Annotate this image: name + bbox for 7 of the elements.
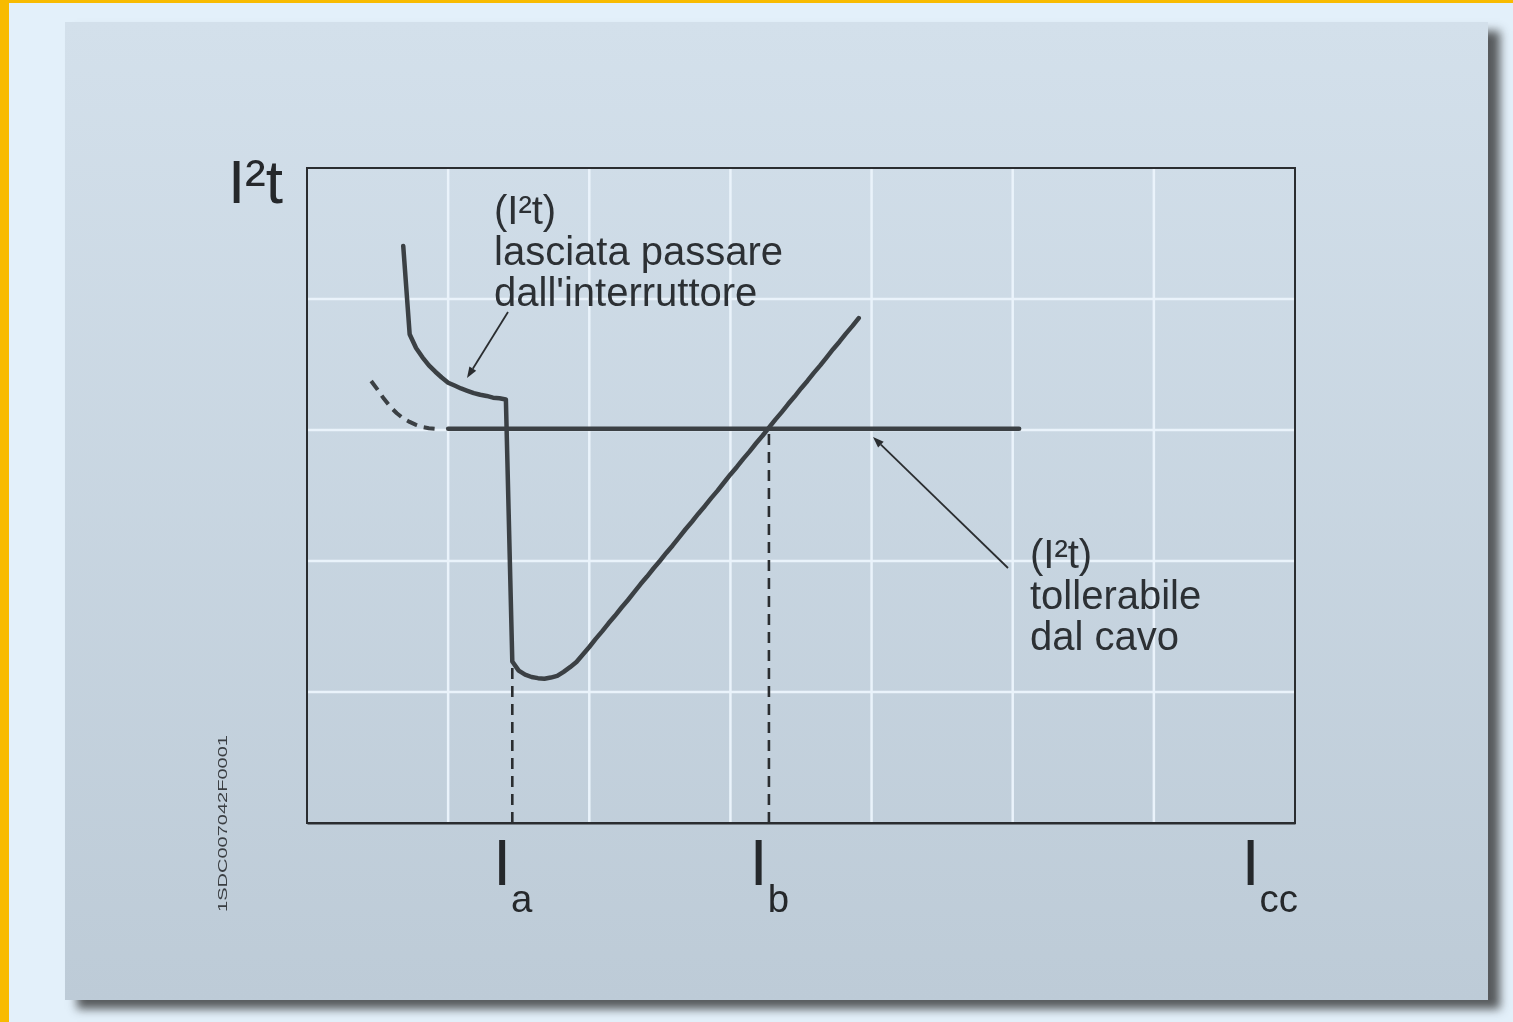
x-tick-label: I$_{cc}$ bbox=[1241, 827, 1298, 920]
x-tick-label: I$_{a}$ bbox=[493, 827, 534, 920]
annotation: (I²t) lasciata passare dall'interruttore bbox=[494, 188, 784, 314]
y-axis-title: I²t bbox=[227, 147, 283, 216]
x-tick-label: I$_{b}$ bbox=[749, 827, 789, 920]
annotation: (I²t) tollerabile dal cavo bbox=[1030, 532, 1202, 658]
text: 1SDC007042F0001 bbox=[216, 735, 230, 912]
